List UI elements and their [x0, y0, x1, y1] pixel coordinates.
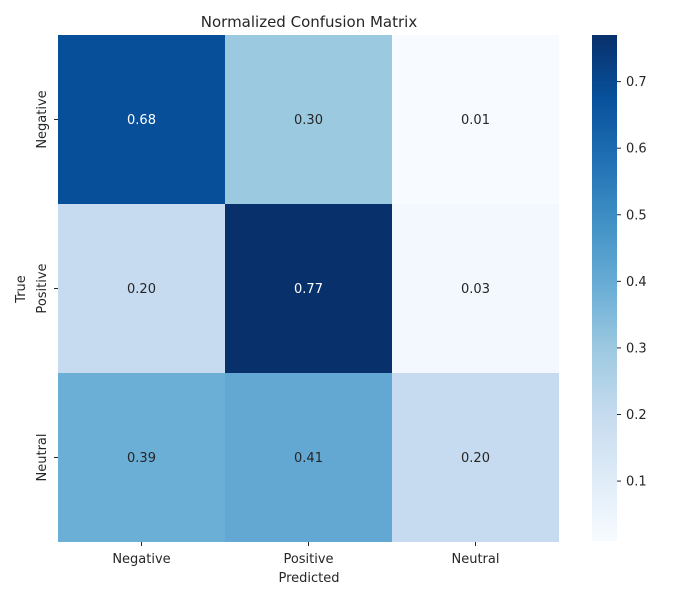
heatmap-cell [392, 204, 559, 373]
y-axis-ticks: Negative Positive Neutral [35, 90, 58, 481]
colorbar-tick-label: 0.3 [626, 341, 647, 356]
heatmap-cell [225, 373, 392, 542]
cell-value-label: 0.30 [294, 113, 323, 128]
colorbar-tick-label: 0.7 [626, 75, 647, 90]
heatmap-cells: 0.68 0.30 0.01 0.20 0.77 0.03 0.39 0.41 0.20 [58, 35, 559, 542]
cell-value-label: 0.03 [461, 282, 490, 297]
colorbar [592, 35, 617, 541]
cell-value-label: 0.20 [461, 451, 490, 466]
x-axis-ticks: Negative Positive Neutral [112, 542, 499, 567]
colorbar-tick-label: 0.4 [626, 275, 647, 290]
cell-value-label: 0.39 [127, 451, 156, 466]
colorbar-tick-label: 0.6 [626, 142, 647, 157]
heatmap-cell [225, 35, 392, 204]
cell-value-label: 0.41 [294, 451, 323, 466]
y-tick-label: Positive [35, 263, 50, 313]
chart-title: Normalized Confusion Matrix [201, 13, 418, 31]
cell-value-label: 0.20 [127, 282, 156, 297]
cell-value-label: 0.68 [127, 113, 156, 128]
colorbar-tick-label: 0.1 [626, 475, 647, 490]
cell-value-label: 0.01 [461, 113, 490, 128]
heatmap-cell [58, 373, 225, 542]
heatmap-cell [58, 35, 225, 204]
x-tick-label: Positive [283, 552, 333, 567]
heatmap-cell [58, 204, 225, 373]
heatmap-cell [392, 373, 559, 542]
y-axis-label: True [14, 275, 29, 304]
heatmap-cell [392, 35, 559, 204]
colorbar-tick-label: 0.5 [626, 208, 647, 223]
y-tick-label: Negative [35, 90, 50, 148]
x-axis-label: Predicted [278, 571, 339, 586]
y-tick-label: Neutral [35, 434, 50, 482]
colorbar-ticks: 0.1 0.2 0.3 0.4 0.5 0.6 0.7 [617, 75, 647, 490]
heatmap-cell [225, 204, 392, 373]
colorbar-tick-label: 0.2 [626, 408, 647, 423]
x-tick-label: Neutral [452, 552, 500, 567]
x-tick-label: Negative [112, 552, 170, 567]
cell-value-label: 0.77 [294, 282, 323, 297]
